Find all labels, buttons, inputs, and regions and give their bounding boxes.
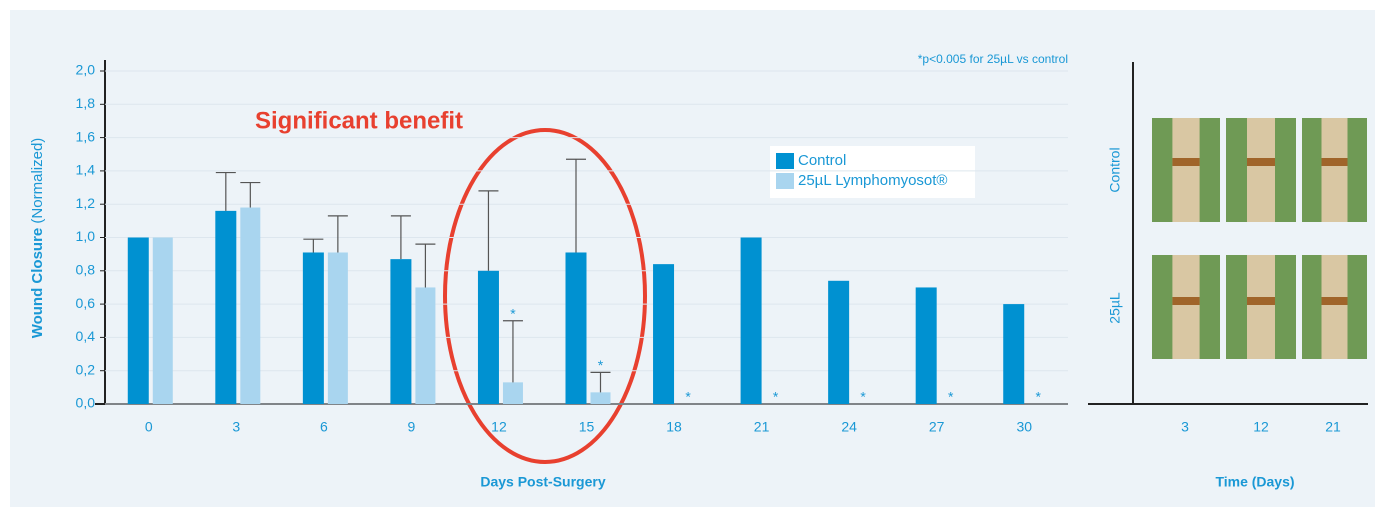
bar xyxy=(503,382,523,404)
y-tick-label: 0,2 xyxy=(76,361,96,377)
x-tick-label: 18 xyxy=(666,419,682,435)
x-tick-label: 30 xyxy=(1016,419,1032,435)
bar xyxy=(328,252,348,404)
bar xyxy=(153,238,173,405)
significance-marker: * xyxy=(1036,389,1042,405)
y-tick-label: 0,6 xyxy=(76,295,96,311)
x-tick-label: 21 xyxy=(754,419,770,435)
x-axis-label: Days Post-Surgery xyxy=(480,474,605,490)
significance-note: *p<0.005 for 25µL vs control xyxy=(918,52,1068,66)
y-tick-label: 1,2 xyxy=(76,195,96,211)
bar xyxy=(303,252,324,404)
photo-x-label: Time (Days) xyxy=(1215,474,1294,490)
bar xyxy=(566,252,587,404)
photo-wound xyxy=(1172,158,1199,166)
significance-marker: * xyxy=(598,357,604,373)
bar xyxy=(390,259,411,404)
bar xyxy=(741,238,762,405)
legend-swatch xyxy=(776,173,794,189)
x-tick-label: 0 xyxy=(145,419,153,435)
bar xyxy=(653,264,674,404)
bar xyxy=(240,208,260,404)
photo-stem xyxy=(1322,118,1348,222)
y-tick-label: 1,4 xyxy=(76,162,96,178)
bar xyxy=(128,238,149,405)
photo-stem xyxy=(1322,255,1348,359)
significance-marker: * xyxy=(685,389,691,405)
y-tick-label: 2,0 xyxy=(76,62,96,78)
photo-stem xyxy=(1247,118,1275,222)
y-tick-label: 0,0 xyxy=(76,395,96,411)
column-label: 12 xyxy=(1253,419,1269,435)
y-tick-label: 0,8 xyxy=(76,262,96,278)
photo-stem xyxy=(1172,118,1199,222)
significance-marker: * xyxy=(948,389,954,405)
photo-wound xyxy=(1172,297,1199,305)
photo-wound xyxy=(1322,297,1348,305)
photo-stem xyxy=(1172,255,1199,359)
row-label: Control xyxy=(1107,147,1123,192)
bar xyxy=(215,211,236,404)
legend-swatch xyxy=(776,153,794,169)
bar xyxy=(1003,304,1024,404)
x-tick-label: 27 xyxy=(929,419,945,435)
photo-wound xyxy=(1247,158,1275,166)
legend-label: 25µL Lymphomyosot® xyxy=(798,172,948,189)
x-tick-label: 9 xyxy=(408,419,416,435)
y-label-normal: (Normalized) xyxy=(29,138,46,224)
y-tick-label: 0,4 xyxy=(76,328,96,344)
x-tick-label: 12 xyxy=(491,419,507,435)
significance-marker: * xyxy=(510,305,516,321)
legend-label: Control xyxy=(798,152,846,169)
photo-wound xyxy=(1322,158,1348,166)
photo-wound xyxy=(1247,297,1275,305)
x-tick-label: 15 xyxy=(579,419,595,435)
x-tick-label: 24 xyxy=(841,419,857,435)
bar xyxy=(916,287,937,404)
significance-marker: * xyxy=(860,389,866,405)
y-tick-label: 1,0 xyxy=(76,228,96,244)
x-tick-label: 3 xyxy=(232,419,240,435)
y-tick-label: 1,8 xyxy=(76,95,96,111)
photo-stem xyxy=(1247,255,1275,359)
row-label: 25µL xyxy=(1107,292,1123,324)
callout: Significant benefit xyxy=(255,107,463,134)
bar xyxy=(828,281,849,404)
bar xyxy=(591,392,611,404)
y-label-bold: Wound Closure xyxy=(29,228,46,339)
chart: *p<0.005 for 25µL vs control Wound Closu… xyxy=(0,0,1382,517)
x-tick-label: 6 xyxy=(320,419,328,435)
y-axis-label: Wound Closure (Normalized) xyxy=(29,138,46,339)
column-label: 3 xyxy=(1181,419,1189,435)
bar xyxy=(478,271,499,404)
column-label: 21 xyxy=(1325,419,1341,435)
bar xyxy=(415,287,435,404)
significance-marker: * xyxy=(773,389,779,405)
y-tick-label: 1,6 xyxy=(76,128,96,144)
